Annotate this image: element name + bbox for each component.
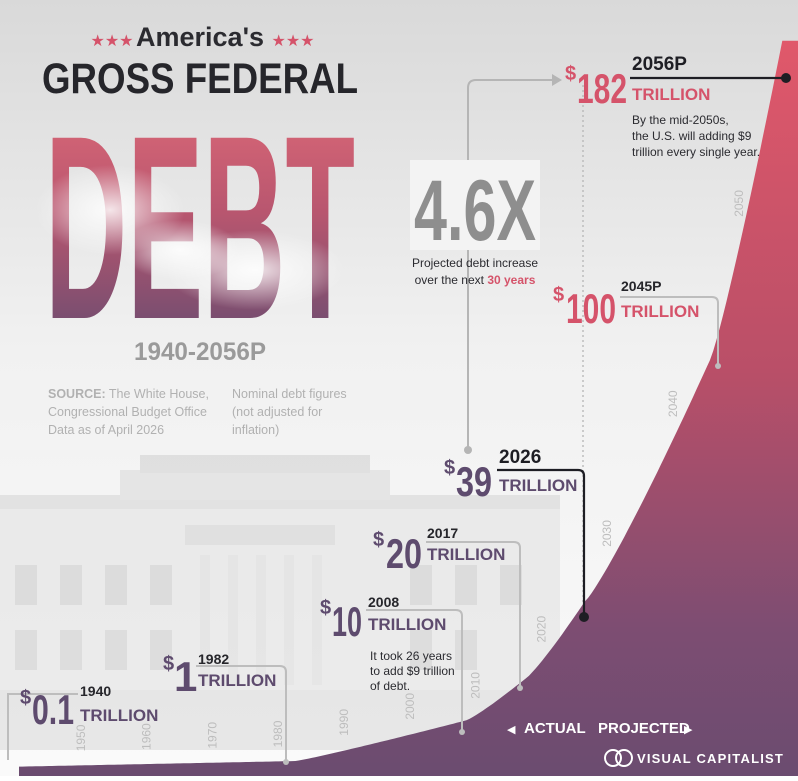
callout-2026: $ 39 2026 TRILLION <box>444 447 589 622</box>
unit-label: TRILLION <box>80 706 158 725</box>
svg-text:the U.S. will adding $9: the U.S. will adding $9 <box>632 129 752 143</box>
svg-text:$: $ <box>373 529 384 551</box>
debt-callouts: $ 0.1 1940 TRILLION $ 1 1982 TRILLION $ … <box>7 54 791 765</box>
source-line3: Data as of April 2026 <box>48 423 164 437</box>
unit-label: TRILLION <box>499 476 577 495</box>
debt-area <box>19 40 798 777</box>
source-line2: Congressional Budget Office <box>48 405 207 419</box>
x-axis-ticks: 1950 1960 1970 1980 199020002010202020302040… <box>74 190 746 752</box>
x-tick-2020: 2020 <box>534 616 548 643</box>
svg-text:$: $ <box>444 457 455 479</box>
x-tick-2000: 2000 <box>403 693 417 720</box>
multiplier-caption-1: Projected debt increase <box>412 256 538 270</box>
year-label: 1940 <box>80 683 111 699</box>
callout-2017: $ 20 2017 TRILLION <box>373 525 523 691</box>
unit-label: TRILLION <box>368 615 446 634</box>
multiplier-backdrop <box>410 160 540 250</box>
svg-text:It took 26 years: It took 26 years <box>370 649 452 663</box>
callout-1940: $ 0.1 1940 TRILLION <box>7 683 158 760</box>
amount-label: 100 <box>566 285 616 332</box>
svg-text:of debt.: of debt. <box>370 679 410 693</box>
svg-text:$: $ <box>163 653 174 675</box>
growth-arrow-start <box>464 446 472 454</box>
year-label: 2008 <box>368 594 399 610</box>
svg-text:$: $ <box>565 63 576 85</box>
x-tick-2030: 2030 <box>600 520 614 547</box>
brand-logo-icon <box>604 749 633 767</box>
legend-projected: PROJECTED <box>598 720 690 737</box>
note-line2: (not adjusted for <box>232 405 322 419</box>
year-label: 2056P <box>632 54 687 75</box>
x-tick-1970: 1970 <box>205 722 219 749</box>
cloud-overlay <box>35 165 345 310</box>
unit-label: TRILLION <box>621 302 699 321</box>
year-label: 2026 <box>499 447 541 468</box>
svg-text:$: $ <box>320 597 331 619</box>
amount-label: 182 <box>577 65 627 112</box>
callout-2056: $ 182 2056P TRILLION By the mid-2050s, t… <box>565 54 791 159</box>
note-line1: Nominal debt figures <box>232 387 347 401</box>
x-tick-1960: 1960 <box>140 723 154 750</box>
right-arrow-icon: ▶ <box>684 724 693 736</box>
header-subtitle: America's <box>136 22 264 52</box>
legend: ◀ ACTUAL PROJECTED ▶ <box>507 720 693 737</box>
amount-label: 10 <box>332 598 362 645</box>
x-tick-2010: 2010 <box>469 672 483 699</box>
x-tick-1950: 1950 <box>74 724 88 751</box>
source-label: SOURCE: <box>48 387 106 401</box>
stars-left: ★★★ <box>90 33 133 50</box>
svg-text:By the mid-2050s,: By the mid-2050s, <box>632 113 729 127</box>
multiplier-value: 4.6X <box>414 163 536 259</box>
unit-label: TRILLION <box>632 85 710 104</box>
amount-label: 0.1 <box>32 686 74 733</box>
svg-text:SOURCE: The White House,: SOURCE: The White House, <box>48 387 209 401</box>
x-tick-2050: 2050 <box>732 190 746 217</box>
year-label: 1982 <box>198 651 229 667</box>
svg-text:to add $9 trillion: to add $9 trillion <box>370 664 455 678</box>
growth-arrow-head <box>552 74 562 86</box>
stars-right: ★★★ <box>271 33 314 50</box>
growth-arrow <box>467 79 555 450</box>
unit-label: TRILLION <box>427 545 505 564</box>
legend-actual: ACTUAL <box>524 720 586 737</box>
brand: VISUAL CAPITALIST <box>604 749 784 767</box>
unit-label: TRILLION <box>198 671 276 690</box>
source-block: SOURCE: The White House, Congressional B… <box>48 387 347 437</box>
amount-label: 39 <box>456 458 492 505</box>
year-label: 2045P <box>621 278 661 294</box>
x-tick-1990: 1990 <box>337 709 351 736</box>
year-label: 2017 <box>427 525 458 541</box>
amount-label: 1 <box>174 653 197 700</box>
brand-name: VISUAL CAPITALIST <box>637 751 784 766</box>
svg-text:trillion every single year.: trillion every single year. <box>632 145 760 159</box>
amount-label: 20 <box>386 530 422 577</box>
svg-text:$: $ <box>20 687 31 709</box>
x-tick-1980: 1980 <box>271 720 285 747</box>
source-text: The White House, <box>106 387 209 401</box>
note-line3: inflation) <box>232 423 279 437</box>
x-tick-2040: 2040 <box>666 390 680 417</box>
left-arrow-icon: ◀ <box>507 724 516 736</box>
svg-text:$: $ <box>553 284 564 306</box>
white-house-illustration <box>0 455 560 750</box>
header-title: GROSS FEDERAL <box>42 55 358 103</box>
callout-2045: $ 100 2045P TRILLION <box>553 278 721 369</box>
multiplier-caption-2: over the next 30 years <box>415 273 536 287</box>
callout-1982: $ 1 1982 TRILLION <box>163 651 289 765</box>
date-range: 1940-2056P <box>134 338 266 366</box>
callout-2008: $ 10 2008 TRILLION It took 26 years to a… <box>320 594 465 735</box>
